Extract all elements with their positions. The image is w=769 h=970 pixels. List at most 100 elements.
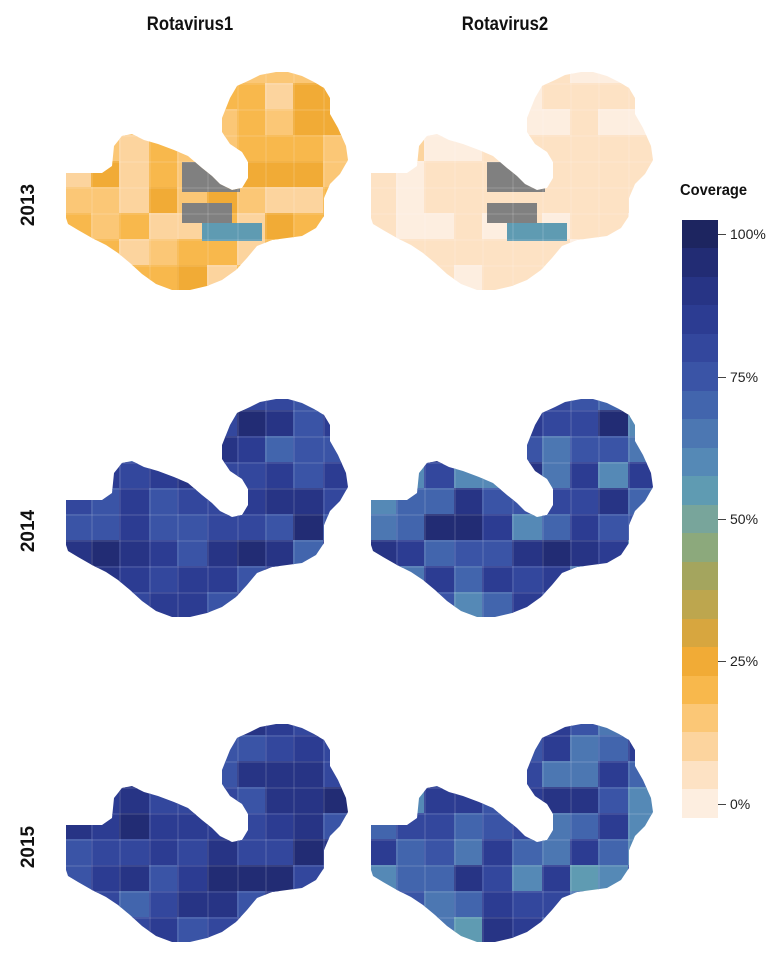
district-region: [91, 813, 121, 841]
district-boundary: [66, 724, 93, 737]
district-region: [512, 917, 544, 942]
district-boundary: [91, 514, 121, 542]
district-boundary: [424, 399, 456, 412]
district-region: [367, 618, 398, 645]
district-boundary: [598, 735, 630, 763]
district-boundary: [177, 239, 209, 267]
district-boundary: [424, 891, 456, 919]
district-boundary: [542, 761, 572, 789]
district-region: [323, 462, 348, 490]
no-data-district: [487, 203, 537, 223]
district-region: [598, 135, 630, 163]
district-region: [542, 187, 572, 215]
district-region: [424, 514, 456, 542]
district-region: [119, 488, 151, 516]
district-region: [598, 761, 630, 789]
district-boundary: [91, 839, 121, 867]
legend-tick-mark: [718, 661, 726, 663]
district-region: [396, 891, 426, 919]
district-boundary: [482, 399, 514, 412]
district-region: [323, 618, 355, 645]
district-region: [66, 761, 93, 789]
district-boundary: [92, 292, 120, 318]
district-boundary: [265, 761, 295, 789]
district-region: [396, 399, 426, 412]
district-boundary: [512, 187, 544, 215]
district-region: [598, 187, 630, 215]
district-boundary: [454, 399, 484, 412]
district-boundary: [149, 488, 179, 516]
district-region: [454, 618, 484, 645]
district-region: [570, 618, 600, 645]
district-region: [512, 399, 544, 412]
district-region: [293, 813, 325, 841]
district-region: [424, 410, 456, 438]
district-region: [598, 943, 630, 970]
district-region: [91, 399, 121, 412]
district-boundary: [177, 265, 209, 290]
district-boundary: [293, 83, 325, 111]
district-boundary: [424, 735, 456, 763]
district-boundary: [207, 865, 239, 893]
district-boundary: [512, 891, 544, 919]
district-region: [265, 839, 295, 867]
district-boundary: [265, 488, 295, 516]
column-header-rotavirus1: Rotavirus1: [146, 14, 234, 35]
district-region: [542, 618, 572, 645]
district-region: [598, 410, 630, 438]
district-boundary: [237, 839, 267, 867]
district-boundary: [237, 917, 267, 942]
district-boundary: [371, 109, 398, 137]
district-boundary: [512, 566, 544, 594]
district-boundary: [237, 265, 267, 290]
district-region: [396, 462, 426, 490]
district-region: [628, 566, 653, 594]
district-boundary: [208, 292, 238, 318]
district-boundary: [598, 410, 630, 438]
district-region: [265, 735, 295, 763]
district-boundary: [149, 514, 179, 542]
district-region: [424, 865, 456, 893]
district-region: [628, 787, 653, 815]
district-boundary: [66, 135, 93, 163]
map-rotavirus1-2013: [62, 58, 372, 318]
legend-color-block: [682, 789, 718, 818]
district-boundary: [482, 72, 514, 85]
district-region: [323, 891, 348, 919]
district-region: [482, 239, 514, 267]
district-region: [119, 566, 151, 594]
district-region: [119, 239, 151, 267]
district-boundary: [207, 239, 239, 267]
district-region: [628, 917, 653, 942]
district-region: [293, 917, 325, 942]
district-region: [265, 187, 295, 215]
district-boundary: [570, 761, 600, 789]
district-boundary: [149, 410, 179, 438]
district-boundary: [178, 619, 208, 645]
district-boundary: [266, 619, 294, 645]
district-boundary: [482, 109, 514, 137]
district-boundary: [454, 187, 484, 215]
district-boundary: [371, 566, 398, 594]
district-boundary: [482, 187, 514, 215]
district-boundary: [512, 239, 544, 267]
district-boundary: [425, 944, 455, 970]
district-boundary: [207, 891, 239, 919]
district-region: [237, 566, 267, 594]
district-region: [424, 891, 456, 919]
district-region: [454, 265, 484, 290]
district-region: [66, 161, 93, 189]
district-boundary: [628, 724, 653, 737]
legend-color-block: [682, 760, 718, 790]
district-boundary: [454, 566, 484, 594]
district-region: [293, 761, 325, 789]
district-boundary: [150, 944, 178, 970]
district-boundary: [512, 399, 544, 412]
district-region: [424, 618, 456, 645]
district-boundary: [454, 109, 484, 137]
district-region: [293, 787, 325, 815]
district-region: [149, 787, 179, 815]
district-boundary: [62, 619, 92, 645]
district-region: [149, 83, 179, 111]
district-region: [237, 787, 267, 815]
